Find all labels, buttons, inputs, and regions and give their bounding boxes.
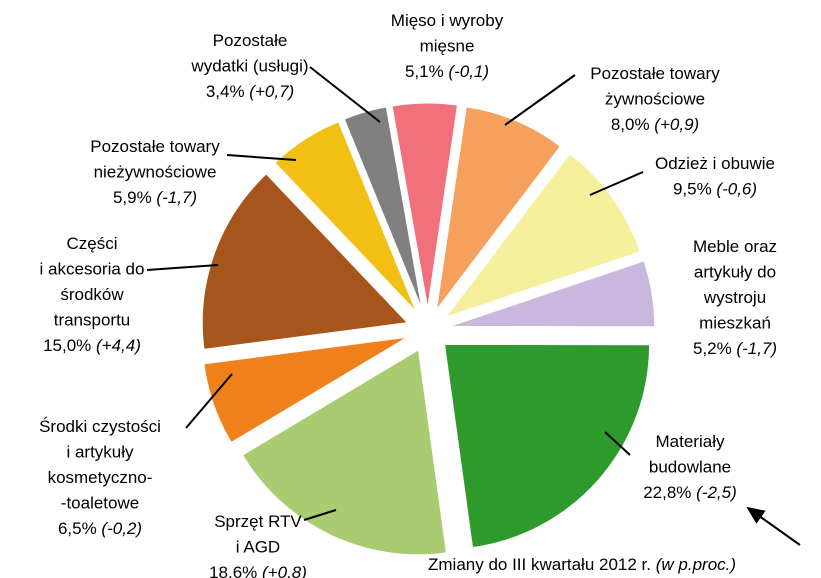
slice-label: Pozostałe wydatki (usługi)	[190, 31, 308, 76]
slice-label: Mięso i wyroby mięsne	[391, 11, 504, 56]
slice-label: Pozostałe towary nieżywnościowe	[90, 137, 220, 182]
label-line: Materiały	[656, 432, 725, 451]
change-text: (+0,7)	[249, 82, 294, 101]
slice-label: Części i akcesoria do środków transportu	[40, 234, 145, 330]
value-text: 6,5%	[58, 519, 97, 538]
pie-slice	[436, 106, 562, 311]
labels: Mięso i wyroby mięsne 5,1% (-0,1) Pozostałe…	[39, 11, 777, 578]
value-label: 8,0% (+0,9)	[611, 115, 699, 134]
value-label: 15,0% (+4,4)	[43, 336, 141, 355]
label-line: kosmetyczno-	[48, 468, 153, 487]
value-text: 8,0%	[611, 115, 650, 134]
label-line: budowlane	[649, 458, 731, 477]
annotation-note: (w p.proc.)	[656, 555, 736, 574]
label-line: artykuły do	[694, 263, 776, 282]
slice-label: Sprzęt RTV i AGD	[214, 512, 302, 557]
label-line: Mięso i wyroby	[391, 11, 504, 30]
leader-line	[604, 431, 631, 456]
slice-label: Środki czystości i artykuły kosmetyczno- -t…	[39, 417, 161, 513]
value-text: 5,1%	[405, 62, 444, 81]
label-line: Części	[66, 234, 117, 253]
slice-label: Materiały budowlane	[649, 432, 731, 477]
label-line: wystroju	[703, 288, 766, 307]
value-text: 22,8%	[643, 483, 691, 502]
change-text: (+0,8)	[262, 563, 307, 578]
value-text: 5,9%	[113, 188, 152, 207]
change-text: (-0,6)	[716, 180, 757, 199]
label-line: i AGD	[236, 538, 280, 557]
label-line: transportu	[54, 311, 131, 330]
pie-slice	[241, 349, 448, 556]
slice-label: Pozostałe towary żywnościowe	[590, 64, 720, 109]
value-label: 5,2% (-1,7)	[693, 339, 777, 358]
value-label: 6,5% (-0,2)	[58, 519, 142, 538]
label-line: żywnościowe	[605, 90, 705, 109]
value-text: 15,0%	[43, 336, 91, 355]
annotation-arrow	[746, 506, 801, 546]
change-text: (-2,5)	[696, 483, 737, 502]
label-line: Sprzęt RTV	[214, 512, 302, 531]
label-line: nieżywnościowe	[94, 163, 217, 182]
pie-slice	[274, 121, 417, 312]
value-label: 9,5% (-0,6)	[673, 180, 757, 199]
change-text: (-1,7)	[736, 339, 777, 358]
value-label: 5,9% (-1,7)	[113, 188, 197, 207]
change-text: (-1,7)	[156, 188, 197, 207]
change-text: (+4,4)	[96, 336, 141, 355]
pie-slice	[201, 173, 409, 350]
label-line: Środki czystości	[39, 417, 161, 436]
label-line: Pozostałe towary	[90, 137, 220, 156]
annotation: Zmiany do III kwartału 2012 r. (w p.proc…	[428, 555, 736, 574]
slice-label: Odzież i obuwie	[655, 154, 775, 173]
label-line: Odzież i obuwie	[655, 154, 775, 173]
annotation-text: Zmiany do III kwartału 2012 r.	[428, 555, 651, 574]
label-line: Pozostałe towary	[590, 64, 720, 83]
label-line: Meble oraz	[693, 237, 777, 256]
label-line: mieszkań	[699, 314, 771, 333]
change-text: (-0,1)	[448, 62, 489, 81]
label-line: i akcesoria do	[40, 260, 145, 279]
value-label: 5,1% (-0,1)	[405, 62, 489, 81]
label-line: mięsne	[420, 37, 475, 56]
value-label: 18,6% (+0,8)	[209, 563, 307, 578]
leader-line	[504, 74, 576, 126]
pie-slice	[443, 343, 651, 549]
value-label: 3,4% (+0,7)	[206, 82, 294, 101]
label-line: -toaletowe	[61, 494, 139, 513]
pie-slice	[343, 106, 423, 310]
leader-line	[226, 154, 297, 161]
label-line: wydatki (usługi)	[190, 57, 308, 76]
label-line: Pozostałe	[213, 31, 288, 50]
value-text: 3,4%	[206, 82, 245, 101]
pie-slice	[391, 102, 459, 309]
pie	[201, 102, 656, 556]
leader-line	[146, 264, 219, 271]
leader-line	[303, 509, 337, 521]
label-line: i artykuły	[66, 443, 134, 462]
value-text: 5,2%	[693, 339, 732, 358]
value-text: 9,5%	[673, 180, 712, 199]
value-text: 18,6%	[209, 563, 257, 578]
leader-line	[589, 171, 644, 196]
change-text: (+0,9)	[654, 115, 699, 134]
pie-slice	[203, 336, 408, 444]
label-line: środków	[60, 285, 124, 304]
value-label: 22,8% (-2,5)	[643, 483, 737, 502]
leader-line	[185, 373, 233, 429]
leader-line	[309, 66, 381, 123]
slice-label: Meble oraz artykuły do wystroju mieszkań	[693, 237, 777, 333]
change-text: (-0,2)	[101, 519, 142, 538]
pie-slice	[449, 260, 656, 328]
